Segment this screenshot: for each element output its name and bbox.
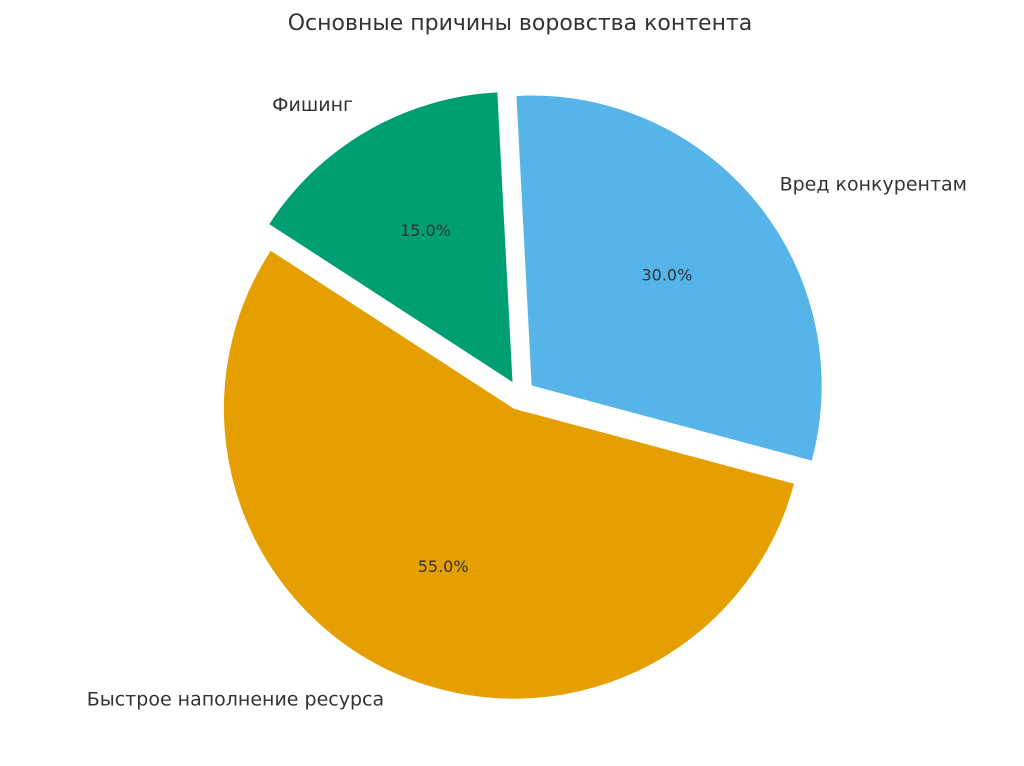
slice-label: Вред конкурентам bbox=[780, 173, 967, 195]
pie-slice bbox=[269, 92, 513, 383]
pie-slice bbox=[516, 95, 822, 461]
value-label: 30.0% bbox=[641, 266, 692, 285]
pie-slice bbox=[223, 250, 795, 699]
slice-label: Быстрое наполнение ресурса bbox=[87, 689, 384, 711]
value-label: 15.0% bbox=[400, 221, 451, 240]
value-label: 55.0% bbox=[418, 557, 469, 576]
chart-title: Основные причины воровства контента bbox=[288, 11, 753, 36]
slice-label: Фишинг bbox=[272, 94, 353, 116]
